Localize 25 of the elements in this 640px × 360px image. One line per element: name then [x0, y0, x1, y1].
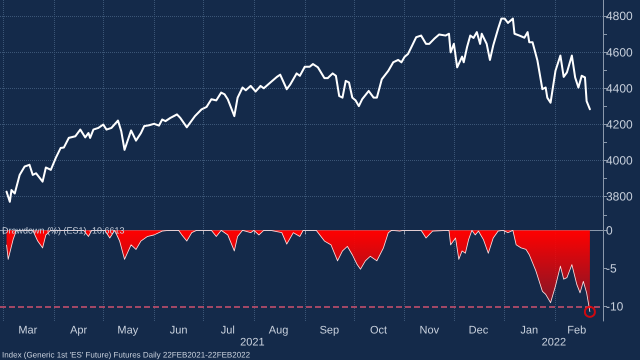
x-tick-label: Mar	[18, 324, 38, 336]
line-series	[6, 18, 591, 203]
y-tick-label: 0	[606, 223, 613, 238]
x-tick-label: May	[117, 324, 139, 336]
x-tick-label: Dec	[468, 324, 489, 336]
text: 2021	[240, 336, 265, 348]
y-tick-label: 4200	[606, 118, 634, 132]
y-tick-label: -10	[606, 300, 624, 314]
x-tick-label: Feb	[567, 324, 586, 336]
y-tick-label: 4800	[606, 9, 634, 24]
text: Index (Generic 1st 'ES' Future) Futures Daily 22FEB2021-22FEB2022	[2, 350, 251, 360]
y-tick-label: -5	[606, 261, 617, 276]
x-tick-label: Sep	[320, 324, 340, 336]
y-tick-label: 3800	[606, 190, 634, 204]
x-tick-label: Aug	[268, 324, 288, 336]
x-tick-label: Jul	[220, 324, 235, 336]
y-tick-label: 4000	[606, 154, 634, 168]
x-tick-label: Apr	[70, 324, 88, 336]
x-tick-label: Jan	[520, 324, 538, 336]
text: 2022	[542, 336, 566, 348]
x-tick-label: Nov	[420, 324, 440, 336]
x-tick-label: Oct	[370, 324, 388, 336]
x-tick-label: Jun	[170, 324, 188, 336]
y-tick-label: 4400	[606, 81, 634, 96]
y-tick-label: 4600	[606, 45, 634, 60]
